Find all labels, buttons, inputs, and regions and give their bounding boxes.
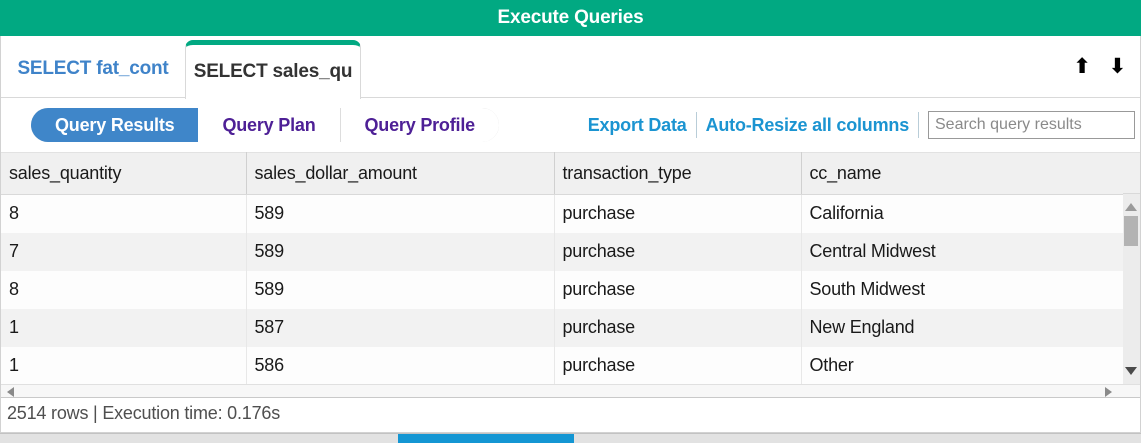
- query-profile-button[interactable]: Query Profile: [340, 108, 499, 142]
- table-cell: 587: [246, 308, 555, 347]
- table-cell: 589: [246, 270, 555, 309]
- auto-resize-columns-link[interactable]: Auto-Resize all columns: [705, 114, 910, 135]
- search-query-results-input[interactable]: [928, 111, 1135, 139]
- results-table: sales_quantity sales_dollar_amount transac…: [1, 152, 1124, 385]
- results-toolbar: Query Results Query Plan Query Profile E…: [1, 98, 1140, 152]
- table-row[interactable]: 8 589 purchase California: [1, 194, 1124, 233]
- header-filler-cell: [1123, 152, 1140, 194]
- down-arrow-icon[interactable]: ⬇: [1108, 54, 1127, 78]
- page-scroll-thumb[interactable]: [398, 434, 574, 443]
- toolbar-right-group: Export Data Auto-Resize all columns: [588, 111, 1140, 139]
- table-cell: 8: [1, 270, 247, 309]
- table-cell: purchase: [554, 270, 802, 309]
- toolbar-divider: [918, 112, 919, 138]
- panel-header: Execute Queries: [0, 0, 1141, 36]
- vertical-scrollbar[interactable]: [1123, 194, 1140, 384]
- table-cell: 1: [1, 346, 247, 385]
- up-arrow-icon[interactable]: ⬆: [1073, 54, 1091, 78]
- table-row[interactable]: 1 586 purchase Other: [1, 346, 1124, 385]
- query-plan-button[interactable]: Query Plan: [198, 108, 341, 142]
- scroll-left-icon[interactable]: [7, 387, 14, 397]
- table-cell: New England: [801, 308, 1124, 347]
- query-results-button[interactable]: Query Results: [31, 108, 199, 142]
- table-cell: Other: [801, 346, 1124, 385]
- scroll-right-icon[interactable]: [1105, 387, 1112, 397]
- column-header-sales_quantity[interactable]: sales_quantity: [1, 152, 247, 195]
- scroll-up-icon[interactable]: [1125, 203, 1137, 211]
- panel-title: Execute Queries: [497, 7, 644, 28]
- table-body: 8 589 purchase California 7 589 purchase Centra…: [1, 194, 1124, 385]
- table-header-row: sales_quantity sales_dollar_amount transac…: [1, 152, 1124, 195]
- column-header-transaction_type[interactable]: transaction_type: [554, 152, 802, 195]
- table-row[interactable]: 7 589 purchase Central Midwest: [1, 232, 1124, 271]
- table-cell: South Midwest: [801, 270, 1124, 309]
- tab-arrow-group: ⬆ ⬇: [1073, 36, 1140, 97]
- table-row[interactable]: 1 587 purchase New England: [1, 308, 1124, 347]
- toolbar-divider: [695, 112, 697, 138]
- tab-select-sales-qu[interactable]: SELECT sales_qu: [185, 40, 361, 99]
- export-data-link[interactable]: Export Data: [587, 114, 687, 135]
- status-bar: 2514 rows | Execution time: 0.176s: [1, 397, 1140, 429]
- row-count-status: 2514 rows | Execution time: 0.176s: [7, 403, 281, 423]
- query-tab-bar: SELECT fat_cont SELECT sales_qu ⬆ ⬇: [1, 36, 1140, 99]
- table-cell: 589: [246, 232, 555, 271]
- column-header-sales_dollar_amount[interactable]: sales_dollar_amount: [246, 152, 555, 195]
- table-cell: Central Midwest: [801, 232, 1124, 271]
- column-header-cc_name[interactable]: cc_name: [801, 152, 1124, 195]
- table-cell: 8: [1, 194, 247, 233]
- tab-select-fat-cont[interactable]: SELECT fat_cont: [17, 58, 169, 79]
- table-cell: 589: [246, 194, 555, 233]
- table-cell: California: [801, 194, 1124, 233]
- table-cell: purchase: [554, 194, 802, 233]
- query-panel: SELECT fat_cont SELECT sales_qu ⬆ ⬇ Quer…: [0, 36, 1141, 433]
- table-cell: purchase: [554, 232, 802, 271]
- table-cell: 586: [246, 346, 555, 385]
- results-table-area: sales_quantity sales_dollar_amount transac…: [1, 152, 1140, 397]
- vertical-scroll-thumb[interactable]: [1124, 216, 1138, 246]
- table-row[interactable]: 8 589 purchase South Midwest: [1, 270, 1124, 309]
- table-cell: 1: [1, 308, 247, 347]
- scroll-down-icon[interactable]: [1125, 367, 1137, 375]
- table-cell: 7: [1, 232, 247, 271]
- view-button-group: Query Results Query Plan Query Profile: [31, 108, 499, 142]
- table-cell: purchase: [554, 346, 802, 385]
- horizontal-scrollbar[interactable]: [1, 384, 1140, 397]
- table-cell: purchase: [554, 308, 802, 347]
- page-horizontal-scrollbar[interactable]: [0, 433, 1141, 443]
